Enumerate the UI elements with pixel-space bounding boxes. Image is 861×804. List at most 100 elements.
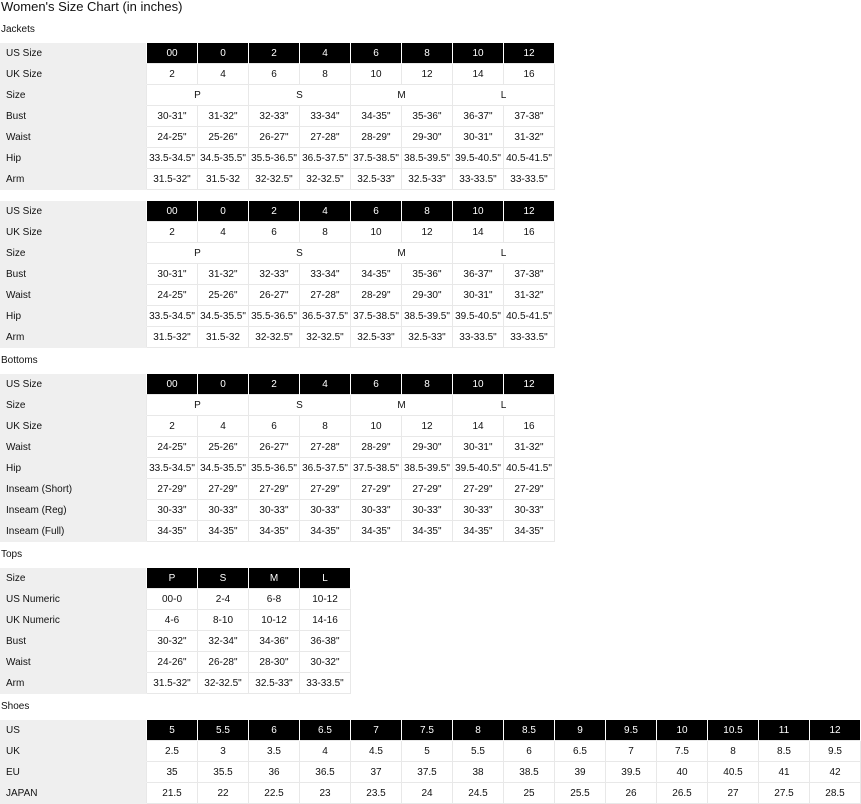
table-row: Inseam (Short) 27-29" 27-29" 27-29" 27-29" 27… xyxy=(0,478,555,500)
table-cell: 30-33" xyxy=(401,499,453,521)
header-cell: 6 xyxy=(350,43,402,64)
header-cell: 4 xyxy=(299,201,351,222)
table-row: Arm 31.5-32" 31.5-32 32-32.5" 32-32.5" 32.5-3… xyxy=(0,168,555,190)
table-cell: 8 xyxy=(299,63,351,85)
table-cell: 37 xyxy=(350,761,402,783)
table-cell: 36.5 xyxy=(299,761,351,783)
header-cell: 6 xyxy=(350,201,402,222)
table-cell: 4 xyxy=(197,63,249,85)
row-label: Waist xyxy=(0,284,147,306)
table-cell: 32-34" xyxy=(197,630,249,652)
table-cell: 31.5-32" xyxy=(146,168,198,190)
table-cell: 26.5 xyxy=(656,782,708,804)
table-cell: 27-28" xyxy=(299,126,351,148)
table-cell: 37-38" xyxy=(503,263,555,285)
table-cell: 25.5 xyxy=(554,782,606,804)
table-cell: 34-35" xyxy=(350,263,402,285)
table-cell: 30-31" xyxy=(146,263,198,285)
table-cell: 39.5 xyxy=(605,761,657,783)
table-cell: L xyxy=(452,394,555,416)
table-cell: 34-35" xyxy=(299,520,351,542)
row-label: Size xyxy=(0,394,147,416)
table-cell: 10-12 xyxy=(299,588,351,610)
table-cell: 37-38" xyxy=(503,105,555,127)
row-label: US Size xyxy=(0,201,147,222)
table-cell: 31.5-32" xyxy=(146,326,198,348)
table-row: JAPAN 21.5 22 22.5 23 23.5 24 24.5 25 25.5 26 26.5 2… xyxy=(0,782,861,804)
table-cell: 4.5 xyxy=(350,740,402,762)
table-cell: 6 xyxy=(248,221,300,243)
row-label: UK Size xyxy=(0,63,147,85)
table-cell: 28-30" xyxy=(248,651,300,673)
table-cell: 40.5-41.5" xyxy=(503,457,555,479)
table-cell: 32-32.5" xyxy=(299,326,351,348)
header-cell: 2 xyxy=(248,43,300,64)
table-cell: 10-12 xyxy=(248,609,300,631)
bottoms-size-table: US Size 00 0 2 4 6 8 10 12 Size P S M L UK Size 2 4 6 8 10 1… xyxy=(0,374,555,542)
table-cell: 9.5 xyxy=(809,740,861,762)
table-row: Waist 24-25" 25-26" 26-27" 27-28" 28-29" 29-30… xyxy=(0,126,555,148)
row-label: UK Size xyxy=(0,221,147,243)
table-cell: 31.5-32 xyxy=(197,168,249,190)
table-cell: 32-32.5" xyxy=(299,168,351,190)
header-cell: 2 xyxy=(248,374,300,395)
row-label: US xyxy=(0,720,147,741)
header-cell: 12 xyxy=(809,720,861,741)
table-cell: 30-31" xyxy=(452,284,504,306)
table-cell: 38.5-39.5" xyxy=(401,305,453,327)
table-cell: 12 xyxy=(401,415,453,437)
table-cell: 38.5 xyxy=(503,761,555,783)
table-cell: 14-16 xyxy=(299,609,351,631)
table-cell: 8 xyxy=(707,740,759,762)
header-cell: M xyxy=(248,568,300,589)
header-cell: 4 xyxy=(299,43,351,64)
table-cell: 38.5-39.5" xyxy=(401,457,453,479)
header-cell: L xyxy=(299,568,351,589)
table-cell: 33.5-34.5" xyxy=(146,147,198,169)
table-row: Arm 31.5-32" 32-32.5" 32.5-33" 33-33.5" xyxy=(0,672,351,694)
table-cell: 35.5-36.5" xyxy=(248,147,300,169)
table-cell: 40 xyxy=(656,761,708,783)
row-label: Hip xyxy=(0,457,147,479)
header-cell: 8 xyxy=(401,201,453,222)
table-cell: 8 xyxy=(299,415,351,437)
table-cell: 27-29" xyxy=(146,478,198,500)
jackets-size-table: US Size 00 0 2 4 6 8 10 12 UK Size 2 4 6 8 10 12 14 16 Siz… xyxy=(0,201,555,348)
table-cell: 2.5 xyxy=(146,740,198,762)
table-row: Waist 24-25" 25-26" 26-27" 27-28" 28-29" 29-30… xyxy=(0,436,555,458)
table-cell: M xyxy=(350,242,453,264)
table-cell: 30-33" xyxy=(503,499,555,521)
table-row: Inseam (Reg) 30-33" 30-33" 30-33" 30-33" 30-3… xyxy=(0,499,555,521)
table-cell: 27 xyxy=(707,782,759,804)
row-label: EU xyxy=(0,761,147,783)
table-cell: 12 xyxy=(401,63,453,85)
row-label: Arm xyxy=(0,326,147,348)
row-label: Size xyxy=(0,568,147,589)
table-cell: 14 xyxy=(452,63,504,85)
header-cell: S xyxy=(197,568,249,589)
table-cell: 26-27" xyxy=(248,284,300,306)
table-cell: 25-26" xyxy=(197,126,249,148)
table-cell: 16 xyxy=(503,415,555,437)
header-cell: 8 xyxy=(401,43,453,64)
header-cell: 7.5 xyxy=(401,720,453,741)
table-cell: 6-8 xyxy=(248,588,300,610)
table-cell: 27-29" xyxy=(350,478,402,500)
table-row: UK Size 2 4 6 8 10 12 14 16 xyxy=(0,415,555,437)
header-cell: 9.5 xyxy=(605,720,657,741)
table-row: UK 2.5 3 3.5 4 4.5 5 5.5 6 6.5 7 7.5 8 8.5 9.5 xyxy=(0,740,861,762)
table-cell: 34-35" xyxy=(248,520,300,542)
table-row: US Numeric 00-0 2-4 6-8 10-12 xyxy=(0,588,351,610)
table-cell: 32-33" xyxy=(248,105,300,127)
table-cell: 5 xyxy=(401,740,453,762)
table-cell: 33-33.5" xyxy=(503,326,555,348)
table-cell: 33-33.5" xyxy=(503,168,555,190)
row-label: UK Numeric xyxy=(0,609,147,631)
header-cell: 00 xyxy=(146,374,198,395)
table-row: Arm 31.5-32" 31.5-32 32-32.5" 32-32.5" 32.5-3… xyxy=(0,326,555,348)
table-cell: 39.5-40.5" xyxy=(452,147,504,169)
header-cell: 4 xyxy=(299,374,351,395)
table-cell: 42 xyxy=(809,761,861,783)
table-cell: 38.5-39.5" xyxy=(401,147,453,169)
table-cell: 31-32" xyxy=(503,436,555,458)
